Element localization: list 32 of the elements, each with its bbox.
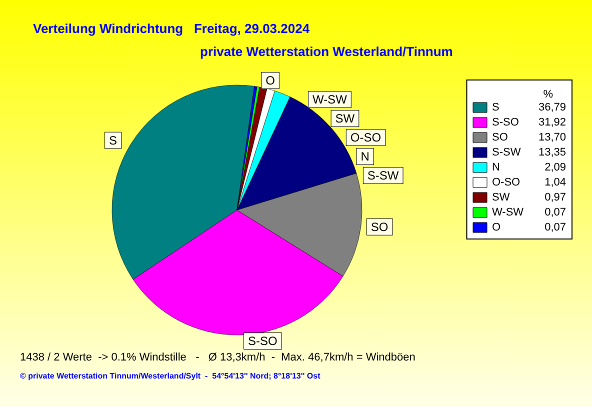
data-label: 13,70 xyxy=(538,132,566,144)
slice-label: O xyxy=(266,73,275,88)
slice-label: S-SW xyxy=(367,168,400,182)
category-label: O-SO xyxy=(350,130,382,144)
slice-label: SO xyxy=(370,220,388,234)
legend-label: W-SW xyxy=(492,206,524,218)
legend-label: S-SW xyxy=(492,146,522,158)
data-label: 2,09 xyxy=(544,162,566,174)
data-label: 36,79 xyxy=(538,102,566,114)
chart-title: Verteilung Windrichtung Freitag, 29.03.2024 xyxy=(33,21,310,36)
slice-label: S xyxy=(109,133,118,148)
slice-label: S-SO xyxy=(248,334,278,348)
category-label: SW xyxy=(335,111,355,126)
text: 1438 / 2 Werte -> 0.1% Windstille - Ø 13,3km/h - Max. 46,7km/h = Windböen xyxy=(20,352,416,364)
data-label: 0,07 xyxy=(544,206,566,218)
text: © private Wetterstation Tinnum/Westerland/Sylt - 54°54'13'' Nord; 8°18'13'' Ost xyxy=(20,372,321,380)
legend-label: O xyxy=(492,222,501,234)
legend-label: SO xyxy=(492,132,508,144)
legend-label: O-SO xyxy=(492,176,521,188)
data-label: 0,07 xyxy=(544,222,566,234)
legend-label: SW xyxy=(492,192,510,204)
data-label: 31,92 xyxy=(538,116,566,128)
data-label: 0,97 xyxy=(544,192,566,204)
data-label: 1,04 xyxy=(544,176,566,188)
category-label: W-SW xyxy=(312,92,347,106)
legend-title: % xyxy=(543,88,554,100)
legend-label: S xyxy=(492,102,500,114)
chart-subtitle: private Wetterstation Westerland/Tinnum xyxy=(200,44,453,59)
category-label: N xyxy=(360,149,370,164)
legend-label: N xyxy=(492,162,500,174)
legend-label: S-SO xyxy=(492,116,520,128)
data-label: 13,35 xyxy=(538,146,566,158)
